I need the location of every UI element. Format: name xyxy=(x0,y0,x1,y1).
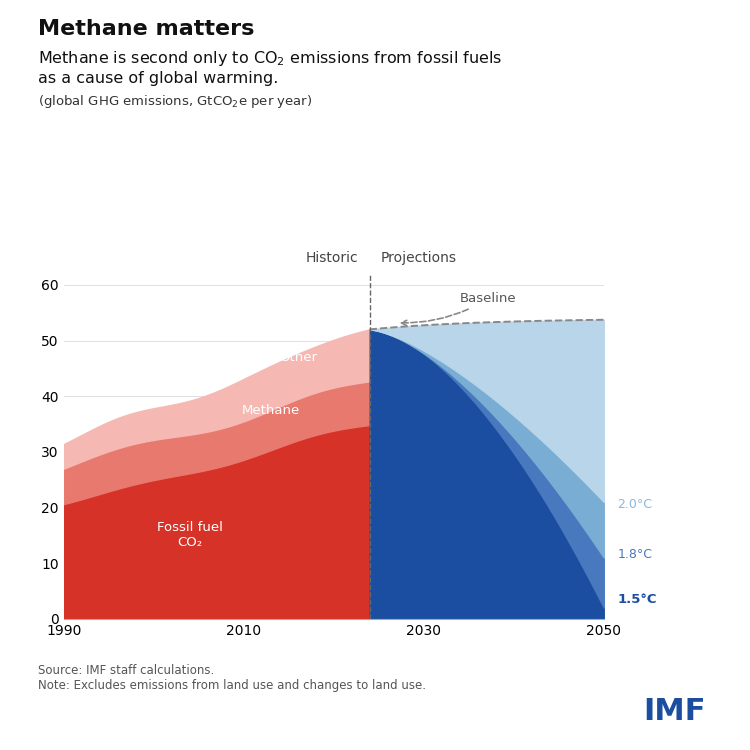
Text: Baseline: Baseline xyxy=(401,292,516,326)
Text: Fossil fuel
CO₂: Fossil fuel CO₂ xyxy=(157,521,223,549)
Text: Historic: Historic xyxy=(306,251,358,265)
Text: Note: Excludes emissions from land use and changes to land use.: Note: Excludes emissions from land use a… xyxy=(38,679,425,692)
Text: Projections: Projections xyxy=(381,251,457,265)
Text: 2.0°C: 2.0°C xyxy=(617,498,652,512)
Text: Methane matters: Methane matters xyxy=(38,19,254,39)
Text: Source: IMF staff calculations.: Source: IMF staff calculations. xyxy=(38,664,214,676)
Text: as a cause of global warming.: as a cause of global warming. xyxy=(38,71,278,86)
Text: Methane: Methane xyxy=(242,404,300,416)
Text: (global GHG emissions, GtCO$_2$e per year): (global GHG emissions, GtCO$_2$e per yea… xyxy=(38,93,312,110)
Text: 1.8°C: 1.8°C xyxy=(617,548,652,561)
Text: 1.5°C: 1.5°C xyxy=(617,592,657,606)
Text: IMF: IMF xyxy=(644,698,706,727)
Text: Other: Other xyxy=(279,351,316,364)
Text: Methane is second only to CO$_2$ emissions from fossil fuels: Methane is second only to CO$_2$ emissio… xyxy=(38,49,502,68)
